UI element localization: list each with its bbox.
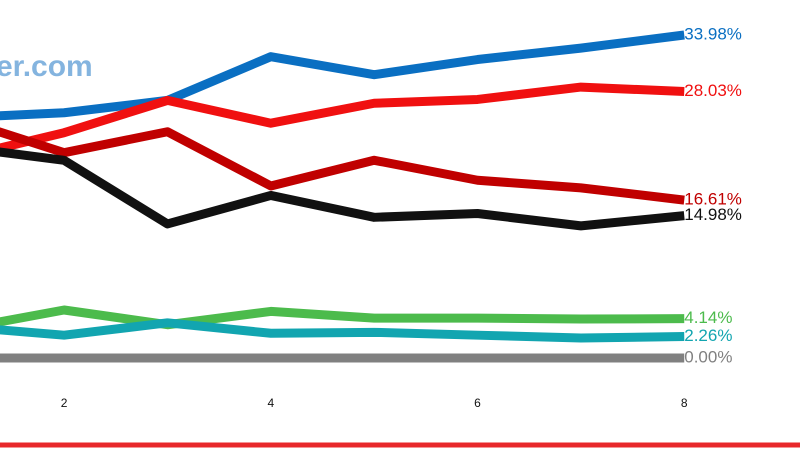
series-line (0, 318, 685, 343)
x-tick-label: 6 (474, 396, 481, 410)
x-tick-label: 4 (267, 396, 274, 410)
value-label: 14.98% (684, 205, 742, 224)
value-label: 33.98% (684, 24, 742, 43)
series-line (0, 30, 685, 121)
series-line (0, 127, 685, 205)
value-label: 2.26% (684, 326, 732, 345)
series-line (0, 147, 685, 231)
value-label: 4.14% (684, 308, 732, 327)
value-label: 28.03% (684, 81, 742, 100)
x-tick-label: 8 (681, 396, 688, 410)
series-line (0, 305, 685, 330)
x-tick-label: 2 (61, 396, 68, 410)
value-label: 0.00% (684, 347, 732, 366)
watermark: er.com (0, 50, 93, 83)
value-label: 16.61% (684, 190, 742, 209)
series-line (0, 82, 685, 153)
